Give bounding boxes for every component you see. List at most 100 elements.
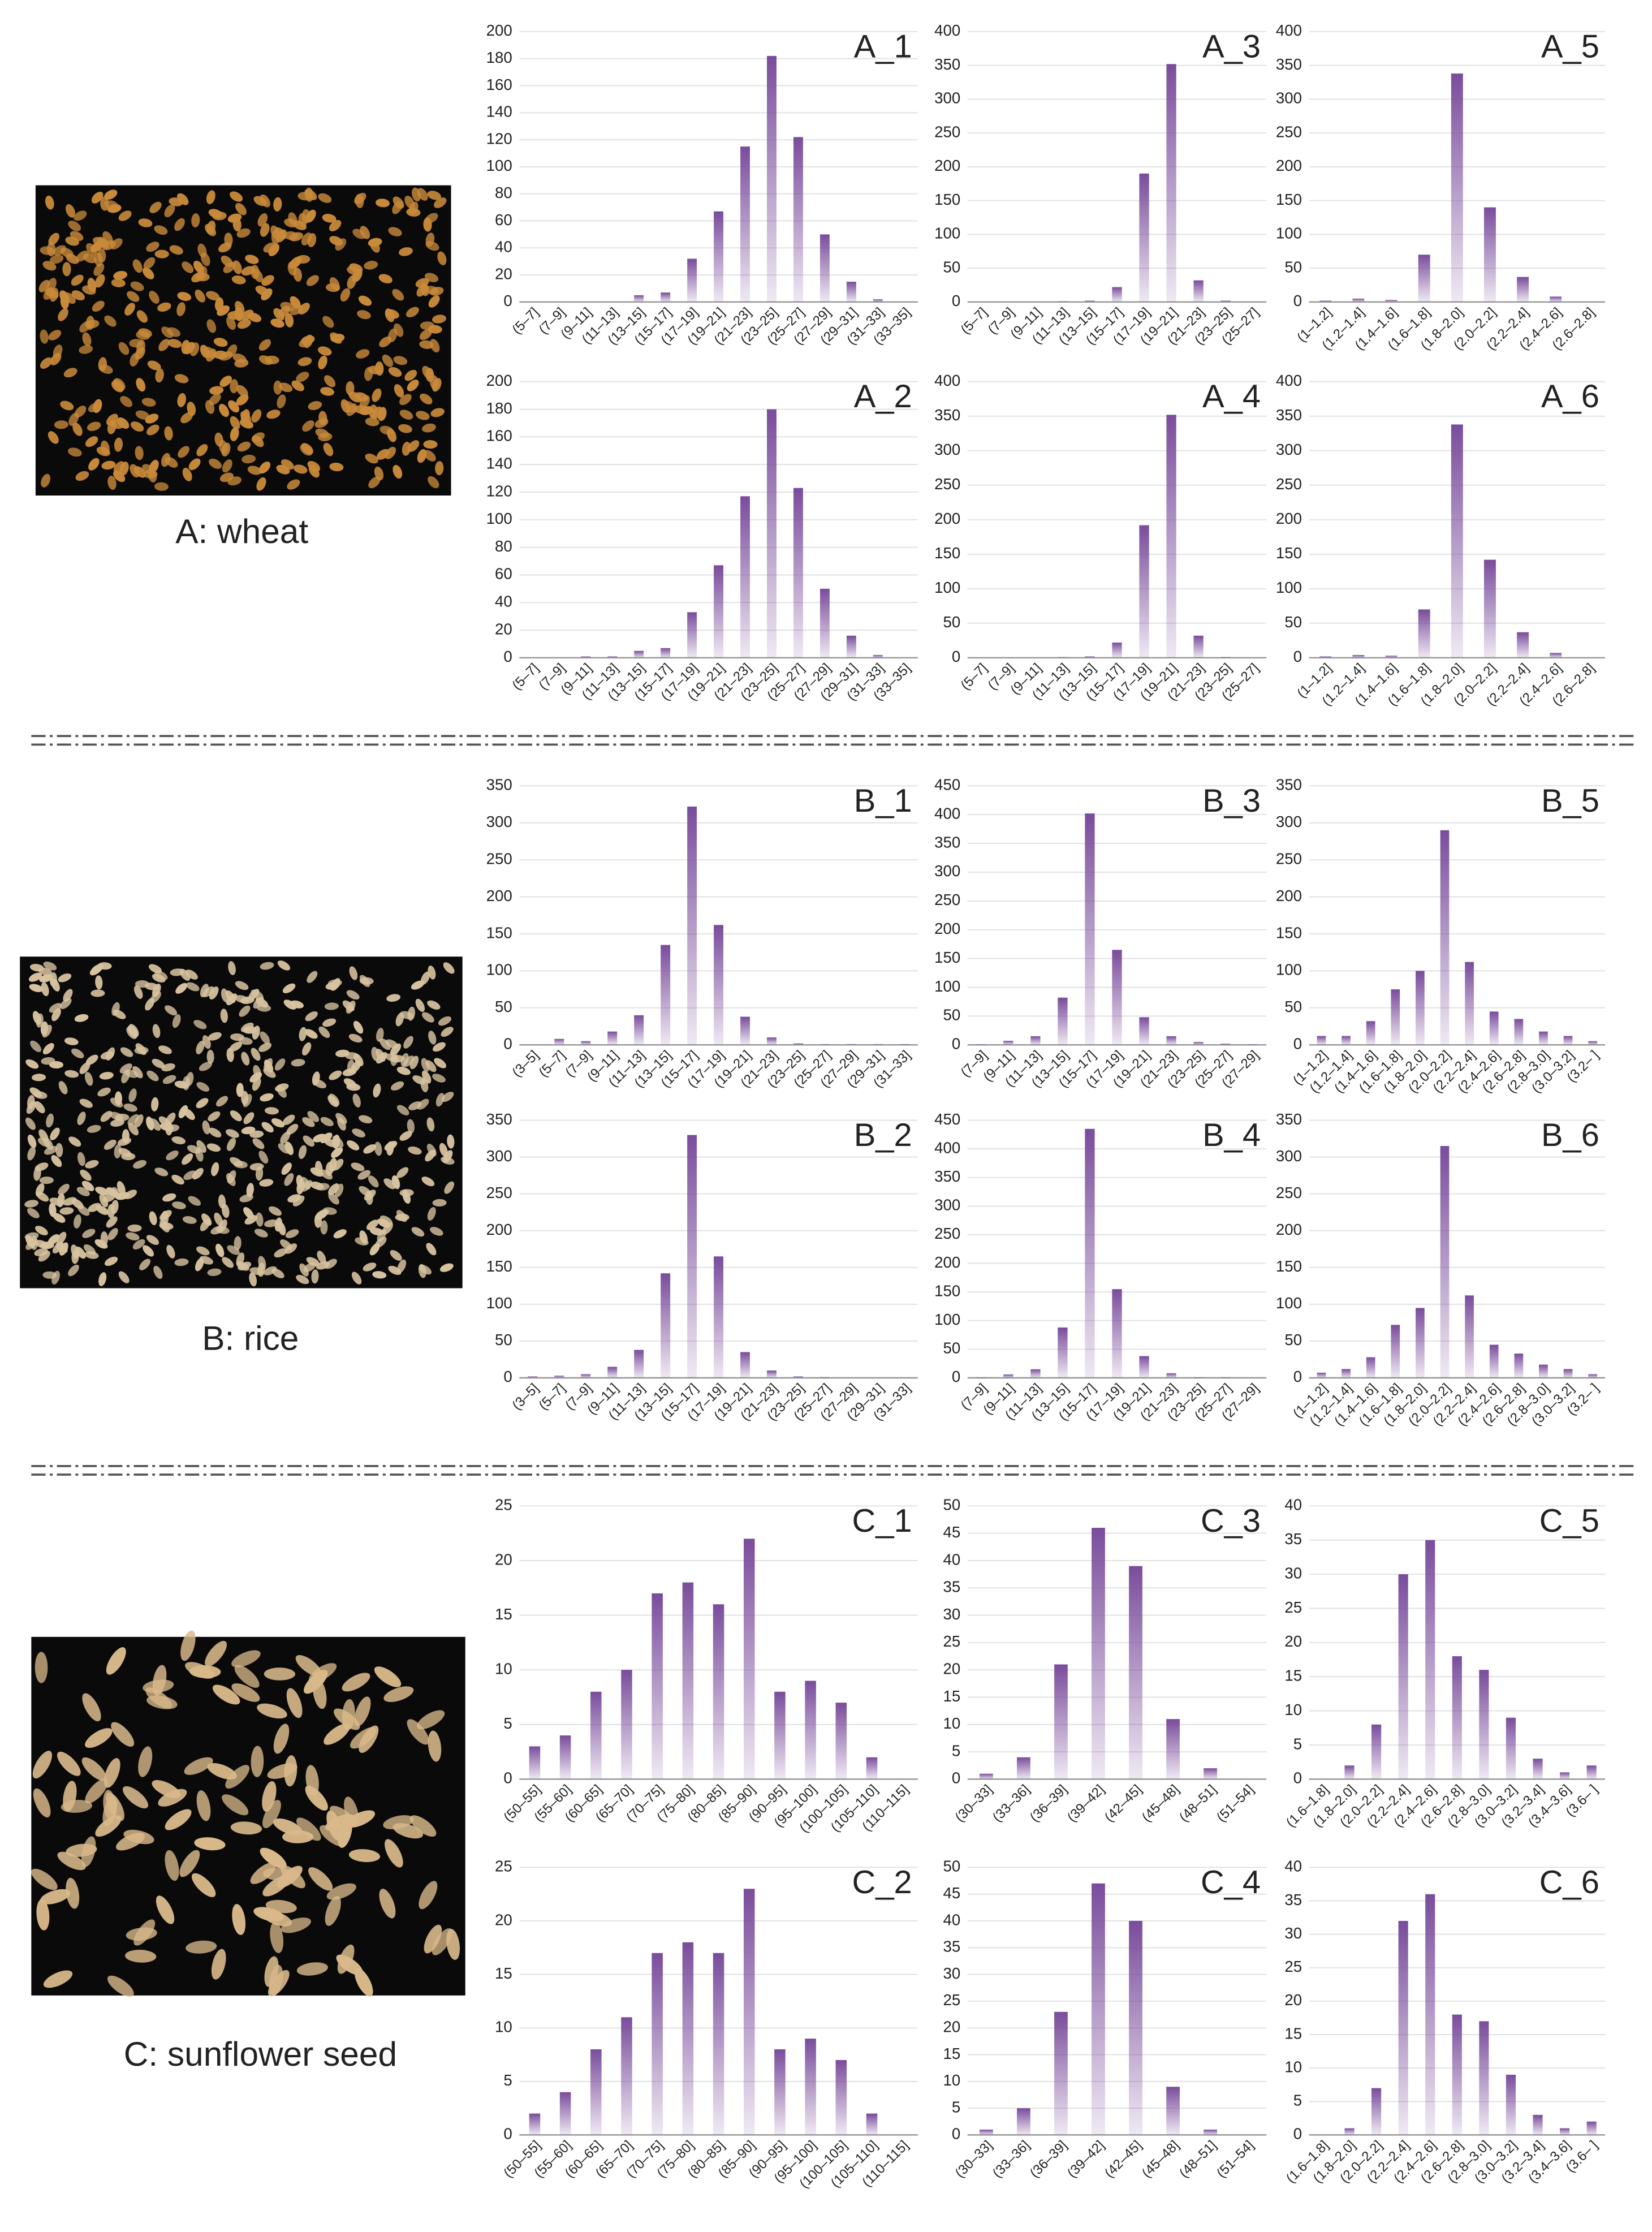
- seed: [421, 1058, 430, 1072]
- bar: [1342, 1369, 1351, 1378]
- seed: [185, 970, 198, 980]
- seed: [256, 1212, 264, 1227]
- seed: [164, 204, 175, 218]
- y-tick-label: 50: [1284, 998, 1302, 1015]
- seed: [119, 1063, 132, 1074]
- seed: [394, 384, 404, 398]
- seed: [75, 471, 89, 481]
- seed: [385, 446, 396, 459]
- seed: [187, 1145, 201, 1154]
- seed: [307, 1111, 320, 1122]
- y-tick-label: 200: [486, 372, 512, 389]
- seed: [118, 1271, 130, 1283]
- seed: [165, 1809, 192, 1830]
- seed: [360, 226, 370, 239]
- seed: [59, 290, 70, 304]
- bar: [819, 1044, 830, 1045]
- seed: [196, 1098, 209, 1109]
- seed: [138, 1746, 153, 1777]
- y-tick-label: 150: [934, 191, 960, 208]
- seed: [325, 1896, 341, 1926]
- seed: [434, 1058, 447, 1068]
- seed: [334, 1708, 360, 1730]
- bar: [1514, 1353, 1524, 1378]
- bar: [528, 1376, 538, 1378]
- seed: [403, 1036, 413, 1049]
- seed: [303, 334, 313, 348]
- seed: [146, 1116, 154, 1131]
- seed: [230, 416, 240, 430]
- seed: [291, 1059, 305, 1067]
- seed: [139, 1259, 150, 1270]
- bar: [687, 806, 697, 1045]
- seed: [251, 265, 260, 279]
- chart-title: C_5: [1539, 1503, 1599, 1539]
- seed: [234, 1236, 241, 1251]
- seed: [124, 303, 135, 316]
- seed: [374, 1141, 382, 1156]
- seed: [48, 330, 62, 341]
- seed: [99, 1072, 114, 1080]
- y-tick-label: 350: [1276, 776, 1302, 794]
- y-tick-label: 100: [934, 225, 960, 242]
- x-tick-label: (45–48]: [1139, 2138, 1182, 2181]
- y-tick-label: 80: [495, 184, 512, 201]
- seed: [313, 1079, 327, 1089]
- bar-chart: 050100150200250300350400(5–7](7–9](9–11]…: [934, 372, 1267, 704]
- seed: [156, 1895, 175, 1924]
- seed: [407, 1719, 429, 1745]
- bar: [740, 146, 750, 302]
- x-tick-label: (5–7]: [536, 1381, 568, 1414]
- seed: [357, 1170, 371, 1180]
- seed: [258, 461, 271, 474]
- seed: [182, 467, 192, 481]
- seed: [269, 1964, 283, 1996]
- seed: [399, 394, 412, 406]
- seed: [209, 986, 219, 1000]
- seed: [166, 1244, 175, 1259]
- seed: [228, 400, 240, 413]
- seed: [430, 375, 439, 390]
- seed: [222, 459, 232, 473]
- y-tick-label: 40: [1284, 1496, 1302, 1514]
- seed: [415, 998, 425, 1012]
- seed: [296, 1962, 328, 1976]
- seed: [284, 1173, 294, 1186]
- seed: [100, 1231, 108, 1246]
- seed: [274, 1248, 287, 1258]
- seed: [81, 1836, 96, 1867]
- y-tick-label: 200: [486, 1221, 512, 1238]
- bar: [1058, 997, 1068, 1045]
- seed: [332, 1134, 340, 1149]
- seed: [66, 204, 75, 218]
- bar: [1139, 1017, 1149, 1045]
- seed: [300, 444, 313, 456]
- seed: [27, 1147, 36, 1161]
- seed: [424, 450, 436, 462]
- seed: [95, 975, 103, 990]
- bar: [1003, 1041, 1013, 1045]
- bar: [581, 1041, 591, 1045]
- y-tick-label: 350: [486, 1110, 512, 1128]
- bar: [873, 299, 883, 302]
- seed: [117, 1181, 126, 1195]
- seed: [372, 1271, 387, 1279]
- seed: [100, 196, 109, 211]
- chart-title: A_2: [854, 378, 912, 415]
- y-tick-label: 400: [934, 372, 960, 389]
- y-tick-label: 50: [495, 1331, 512, 1348]
- seed: [226, 316, 236, 330]
- y-tick-label: 20: [1284, 1632, 1302, 1650]
- y-tick-label: 0: [952, 292, 960, 309]
- seed: [176, 193, 189, 205]
- seed: [177, 393, 187, 407]
- y-tick-label: 100: [1276, 961, 1302, 979]
- seed: [162, 1075, 176, 1084]
- bar-chart: 050100150200250300350400(1–1.2](1.2–1.4]…: [1276, 372, 1605, 709]
- bar-chart: 050100150200250300350400450(7–9](9–11](1…: [934, 1110, 1267, 1424]
- seed: [383, 1686, 414, 1703]
- y-tick-label: 200: [934, 1253, 960, 1271]
- y-tick-label: 400: [934, 21, 960, 39]
- y-tick-label: 200: [934, 510, 960, 527]
- seed: [322, 214, 337, 223]
